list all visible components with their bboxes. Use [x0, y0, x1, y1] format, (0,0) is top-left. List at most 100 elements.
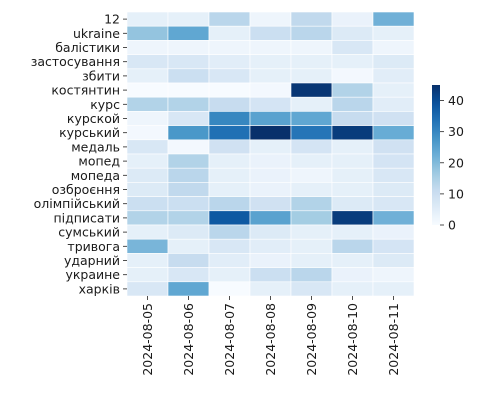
heatmap-cell — [167, 11, 210, 27]
y-tick-label: 12 — [104, 12, 120, 27]
x-tick-label: 2024-08-11 — [386, 303, 401, 376]
heatmap-cell — [208, 25, 251, 41]
heatmap-cell — [249, 253, 292, 268]
heatmap-cell — [208, 54, 251, 70]
heatmap-cell — [208, 11, 251, 27]
heatmap-cell — [126, 25, 169, 41]
heatmap-cell — [208, 182, 251, 197]
heatmap-cell — [372, 281, 415, 297]
heatmap-cell — [331, 25, 374, 41]
heatmap-cell — [208, 68, 251, 84]
y-tick-label: харків — [79, 281, 120, 296]
heatmap-cell — [249, 153, 292, 169]
heatmap-cell — [331, 238, 374, 254]
heatmap-cells — [126, 11, 415, 297]
heatmap-cell — [208, 167, 251, 183]
heatmap-cell — [372, 82, 415, 98]
heatmap-cell — [290, 11, 333, 27]
heatmap-cell — [290, 253, 333, 268]
heatmap-cell — [331, 111, 374, 126]
heatmap-cell — [126, 111, 169, 126]
heatmap-cell — [331, 40, 374, 55]
heatmap-cell — [126, 82, 169, 98]
heatmap-cell — [290, 182, 333, 197]
heatmap-cell — [208, 281, 251, 297]
heatmap-cell — [290, 210, 333, 226]
heatmap-cell — [290, 139, 333, 155]
heatmap-cell — [126, 54, 169, 70]
y-tick-label: курской — [67, 111, 120, 126]
x-tick-label: 2024-08-08 — [263, 303, 278, 376]
y-tick-label: мопед — [78, 154, 120, 169]
y-tick-label: медаль — [71, 139, 120, 154]
heatmap-cell — [249, 224, 292, 240]
heatmap-cell — [331, 54, 374, 70]
heatmap-cell — [372, 25, 415, 41]
colorbar-gradient — [432, 85, 440, 225]
colorbar-tick-label: 10 — [448, 186, 464, 201]
heatmap-cell — [372, 139, 415, 155]
y-tick-label: костянтин — [51, 83, 120, 98]
heatmap-cell — [208, 82, 251, 98]
heatmap-cell — [372, 267, 415, 283]
heatmap-cell — [167, 281, 210, 297]
heatmap-cell — [372, 224, 415, 240]
heatmap-cell — [290, 96, 333, 112]
colorbar-tick-label: 40 — [448, 93, 464, 108]
heatmap-cell — [372, 167, 415, 183]
heatmap-cell — [249, 111, 292, 126]
heatmap-cell — [372, 210, 415, 226]
heatmap-cell — [208, 196, 251, 212]
heatmap-cell — [167, 96, 210, 112]
heatmap-cell — [249, 54, 292, 70]
heatmap-cell — [331, 82, 374, 98]
heatmap-cell — [126, 40, 169, 55]
heatmap-cell — [290, 281, 333, 297]
heatmap-cell — [331, 139, 374, 155]
y-tick-label: збити — [82, 68, 120, 83]
heatmap-cell — [249, 68, 292, 84]
heatmap-cell — [126, 182, 169, 197]
heatmap-cell — [167, 139, 210, 155]
heatmap-cell — [372, 111, 415, 126]
heatmap-cell — [249, 281, 292, 297]
heatmap-cell — [208, 267, 251, 283]
heatmap-cell — [249, 196, 292, 212]
heatmap-cell — [249, 125, 292, 141]
heatmap-cell — [249, 238, 292, 254]
heatmap-cell — [167, 25, 210, 41]
heatmap-cell — [208, 238, 251, 254]
heatmap-cell — [167, 238, 210, 254]
heatmap-cell — [372, 196, 415, 212]
y-tick-label: курський — [59, 125, 120, 140]
x-tick-label: 2024-08-09 — [304, 303, 319, 376]
heatmap-cell — [331, 281, 374, 297]
heatmap-cell — [126, 125, 169, 141]
heatmap-cell — [290, 238, 333, 254]
heatmap-cell — [126, 153, 169, 169]
heatmap-cell — [249, 139, 292, 155]
heatmap-cell — [331, 96, 374, 112]
heatmap-cell — [249, 167, 292, 183]
colorbar-tick-label: 20 — [448, 155, 464, 170]
heatmap-cell — [208, 96, 251, 112]
heatmap-cell — [208, 153, 251, 169]
heatmap-cell — [208, 224, 251, 240]
y-tick-label: сумський — [58, 225, 120, 240]
heatmap-cell — [331, 253, 374, 268]
heatmap-cell — [249, 182, 292, 197]
y-tick-label: олімпійський — [34, 196, 120, 211]
heatmap-cell — [372, 68, 415, 84]
x-axis: 2024-08-05 2024-08-06 2024-08-07 2024-08-08… — [140, 296, 401, 376]
heatmap-cell — [208, 253, 251, 268]
heatmap-cell — [249, 96, 292, 112]
heatmap-cell — [290, 40, 333, 55]
x-tick-label: 2024-08-05 — [140, 303, 155, 376]
heatmap-cell — [208, 210, 251, 226]
heatmap-cell — [167, 224, 210, 240]
y-tick-label: озброєння — [52, 182, 120, 197]
heatmap-cell — [372, 153, 415, 169]
heatmap-cell — [126, 11, 169, 27]
heatmap-cell — [126, 281, 169, 297]
